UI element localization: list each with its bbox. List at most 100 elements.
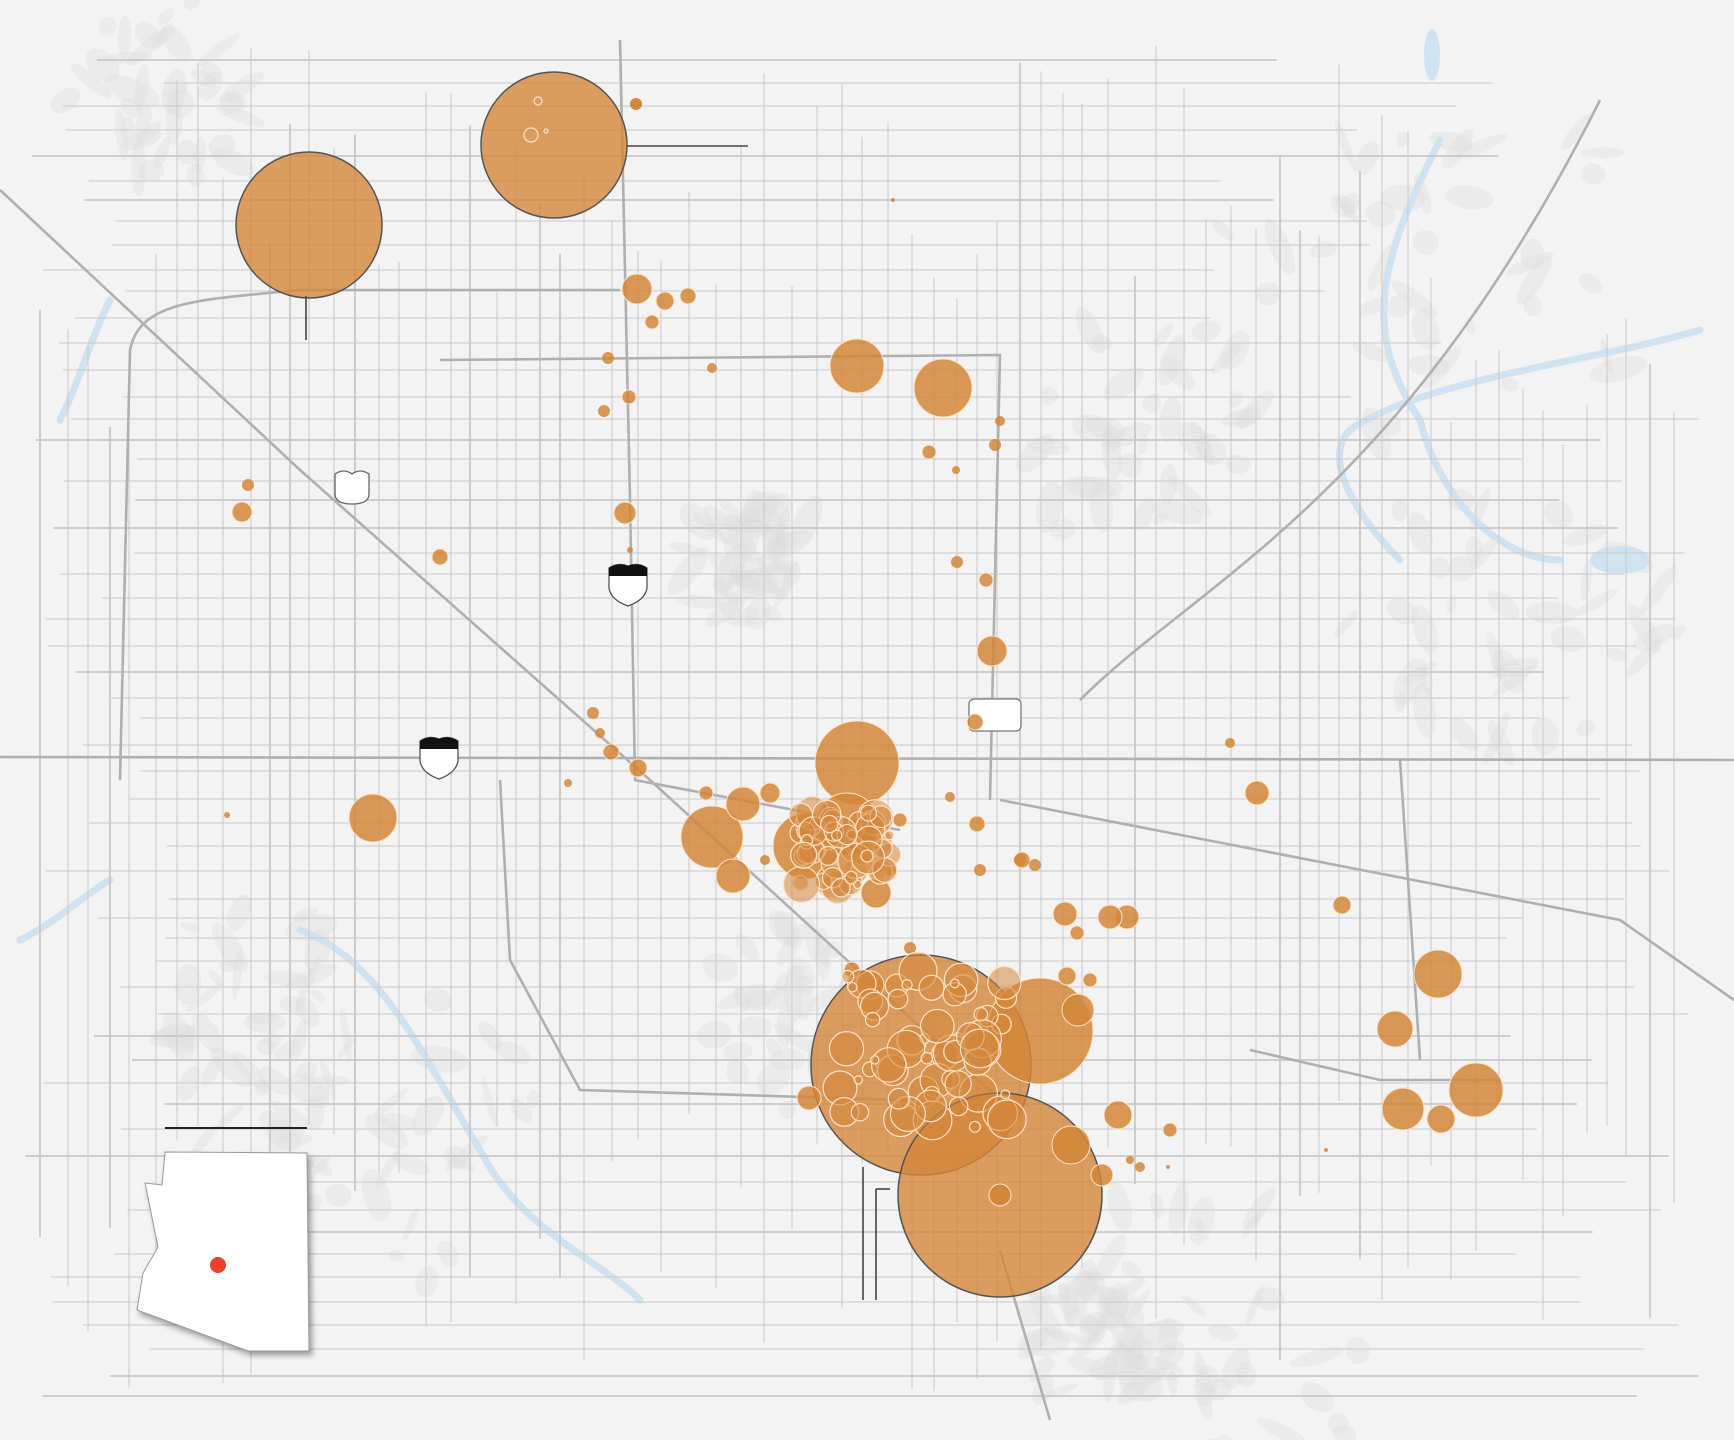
terrain-shading: [294, 956, 320, 1010]
terrain-shading: [1190, 421, 1214, 466]
terrain-shading: [740, 569, 780, 594]
bubble-cluster: [973, 1006, 989, 1022]
terrain-shading: [1561, 113, 1593, 150]
bubble: [1029, 859, 1041, 871]
terrain-shading: [279, 995, 306, 1014]
bubble-cluster: [860, 849, 874, 863]
bubble-cluster: [959, 1028, 1000, 1069]
terrain-shading: [132, 121, 162, 149]
bubble-cluster: [949, 978, 960, 989]
river: [296, 926, 644, 1304]
bubble: [978, 572, 994, 588]
terrain-shading: [1327, 1412, 1349, 1434]
bubble-cluster: [918, 974, 945, 1001]
terrain-shading: [85, 48, 120, 82]
bubble: [707, 363, 717, 373]
terrain-shading: [1334, 610, 1359, 637]
terrain-shading: [337, 1037, 355, 1058]
bubble: [715, 858, 751, 894]
terrain-shading: [1575, 589, 1618, 616]
terrain-shading: [766, 558, 793, 599]
terrain-shading: [1117, 1332, 1144, 1364]
terrain-shading: [778, 1100, 797, 1120]
terrain-shading: [1064, 1305, 1080, 1326]
terrain-shading: [1487, 720, 1515, 766]
terrain-shading: [762, 605, 782, 622]
terrain-shading: [1168, 474, 1212, 517]
terrain-shading: [208, 969, 224, 987]
highway-diagonal: [0, 189, 1001, 1101]
bubble-cluster: [782, 865, 821, 903]
terrain-shading: [231, 1051, 269, 1092]
terrain-shading: [1057, 1283, 1070, 1302]
terrain-shading: [1449, 717, 1479, 752]
terrain-shading: [264, 970, 308, 986]
bubble: [1225, 738, 1235, 748]
terrain-shading: [310, 989, 325, 1002]
sr-87: [1079, 99, 1602, 701]
terrain-shading: [723, 1042, 753, 1061]
terrain-shading: [702, 953, 738, 982]
terrain-shading: [375, 1113, 418, 1131]
loop-202-south: [498, 779, 901, 1102]
bubble: [1097, 904, 1123, 930]
bubble: [796, 1085, 822, 1111]
terrain-shading: [1161, 356, 1195, 390]
bubble: [1069, 925, 1085, 941]
bubble: [348, 793, 398, 843]
bubble: [904, 942, 916, 954]
terrain-shading: [1225, 454, 1251, 475]
terrain-shading: [807, 987, 841, 1012]
river: [1336, 326, 1704, 564]
terrain-shading: [1103, 367, 1144, 401]
terrain-shading: [1159, 396, 1182, 443]
terrain-shading: [1345, 1336, 1370, 1365]
river: [1380, 136, 1564, 564]
bubble: [1324, 1148, 1328, 1152]
terrain-shading: [1581, 163, 1606, 185]
bubble: [698, 785, 714, 801]
terrain-shading: [156, 23, 175, 45]
terrain-shading: [444, 1145, 470, 1170]
terrain-shading: [166, 89, 194, 118]
bubble: [1126, 1156, 1134, 1164]
bubble: [613, 501, 637, 525]
terrain-shading: [1058, 475, 1104, 501]
terrain-shading: [180, 921, 201, 932]
bubble: [224, 812, 230, 818]
terrain-shading: [1355, 141, 1379, 175]
terrain-shading: [392, 1153, 431, 1175]
terrain-shading: [219, 91, 246, 114]
terrain-shading: [1290, 1347, 1344, 1368]
terrain-shading: [219, 960, 238, 973]
terrain-shading: [734, 986, 750, 1011]
terrain-shading: [1446, 595, 1457, 614]
bubble: [231, 501, 253, 523]
bubble: [1244, 780, 1270, 806]
bubble: [655, 291, 675, 311]
terrain-shading: [1103, 1339, 1144, 1376]
terrain-shading: [162, 68, 188, 115]
terrain-shading: [717, 497, 753, 530]
terrain-shading: [1134, 1355, 1184, 1381]
terrain-shading: [98, 16, 117, 36]
bubble: [829, 338, 885, 394]
terrain-shading: [1097, 1295, 1112, 1330]
terrain-shading: [723, 536, 746, 588]
terrain-shading: [1016, 1299, 1044, 1327]
terrain-shading: [120, 97, 143, 118]
terrain-shading: [1195, 1350, 1214, 1395]
terrain-shading: [216, 1105, 243, 1129]
terrain-shading: [1341, 192, 1362, 215]
loop-101-north: [128, 288, 620, 351]
terrain-shading: [1492, 648, 1525, 694]
terrain-shading: [1158, 334, 1187, 386]
bubble: [1052, 901, 1078, 927]
loop-east: [1398, 759, 1422, 1061]
terrain-shading: [1181, 1294, 1207, 1317]
bubble-cluster: [853, 1075, 863, 1085]
terrain-shading: [135, 104, 152, 143]
terrain-shading: [772, 500, 793, 552]
bubble: [1426, 1104, 1456, 1134]
